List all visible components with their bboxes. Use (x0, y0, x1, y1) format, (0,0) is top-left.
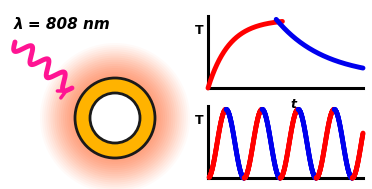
Circle shape (75, 78, 155, 158)
Circle shape (67, 70, 163, 166)
Circle shape (44, 47, 186, 189)
Circle shape (73, 76, 157, 160)
Circle shape (86, 89, 144, 147)
Circle shape (63, 66, 167, 170)
Text: t: t (290, 188, 296, 189)
Circle shape (48, 51, 182, 185)
Circle shape (46, 49, 184, 187)
Circle shape (52, 56, 177, 180)
Circle shape (80, 83, 150, 153)
Circle shape (88, 91, 142, 145)
Circle shape (82, 85, 148, 151)
Circle shape (61, 64, 169, 172)
Text: T: T (195, 24, 203, 37)
Circle shape (57, 60, 173, 176)
Text: t: t (290, 98, 296, 111)
Circle shape (71, 74, 159, 162)
Circle shape (84, 87, 146, 149)
Circle shape (65, 68, 165, 168)
Circle shape (90, 93, 140, 143)
Text: λ = 808 nm: λ = 808 nm (14, 17, 111, 32)
Circle shape (90, 93, 140, 143)
Circle shape (76, 78, 155, 158)
Text: T: T (195, 114, 203, 127)
Circle shape (77, 81, 153, 156)
Circle shape (55, 58, 176, 178)
Circle shape (69, 72, 161, 164)
Circle shape (51, 53, 180, 183)
Circle shape (59, 62, 171, 174)
